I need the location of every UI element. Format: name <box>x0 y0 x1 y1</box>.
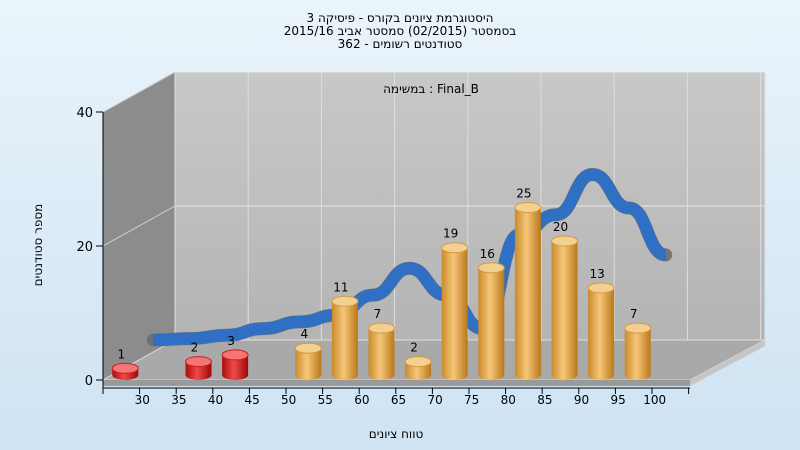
floor-edge <box>103 380 690 386</box>
data-label-95: 13 <box>589 267 604 281</box>
bar-45: 3 <box>221 334 249 380</box>
data-label-65: 7 <box>374 307 382 321</box>
x-axis-title: טווח ציונים <box>368 427 424 441</box>
axes: 0 20 40 30 35 40 45 50 55 60 65 70 75 80 85 90 95 100 <box>76 106 690 407</box>
chart-title-line-3: סטודנטים רשומים - 362 <box>337 37 463 51</box>
x-tick-label-45: 45 <box>244 393 259 407</box>
chart-title-line-1: היסטוגרמת ציונים בקורס - פיסיקה 3 <box>306 11 494 25</box>
bar-65: 7 <box>368 307 395 380</box>
bar-85: 25 <box>514 187 542 380</box>
y-axis-title: מספר סטודנטים <box>31 203 45 287</box>
y-tick-label-1: 20 <box>76 240 93 255</box>
data-label-40: 2 <box>191 341 199 355</box>
bar-55: 4 <box>294 327 322 380</box>
x-tick-label-35: 35 <box>171 393 186 407</box>
bar-top-60 <box>331 295 359 307</box>
x-tick-label-85: 85 <box>537 393 552 407</box>
y-tick-label-0: 0 <box>85 374 93 389</box>
data-label-45: 3 <box>227 334 235 348</box>
data-label-90: 20 <box>553 220 568 234</box>
bar-75: 19 <box>441 227 469 380</box>
bar-top-75 <box>441 242 469 254</box>
chart-title-line-2: בסמסטר (02/2015) סמסטר אביב 2015/16 <box>283 24 517 38</box>
bar-40: 2 <box>185 341 212 380</box>
bar-body-60 <box>331 301 358 380</box>
x-tick-label-80: 80 <box>501 393 516 407</box>
bar-top-70 <box>404 356 432 368</box>
bar-body-55 <box>295 348 322 380</box>
bar-top-40 <box>185 356 212 368</box>
bar-top-85 <box>514 202 542 213</box>
bar-top-80 <box>477 262 505 274</box>
bar-body-100 <box>624 328 651 380</box>
x-tick-label-90: 90 <box>574 393 589 407</box>
gridlines <box>102 71 765 340</box>
bar-top-55 <box>294 342 322 354</box>
bar-100: 7 <box>624 307 652 380</box>
data-label-75: 19 <box>443 227 458 241</box>
task-label: במשימה : Final_B <box>383 82 479 96</box>
distribution-curve <box>146 167 673 347</box>
bar-body-95 <box>588 287 615 380</box>
x-tick-label-65: 65 <box>391 393 406 407</box>
bar-top-30 <box>111 362 139 374</box>
bar-body-45 <box>222 354 249 380</box>
bar-top-90 <box>551 235 578 247</box>
bar-top-100 <box>624 322 652 334</box>
bar-top-65 <box>368 322 395 334</box>
right-edge <box>690 340 765 386</box>
bar-top-45 <box>221 349 249 361</box>
bar-body-75 <box>441 247 468 380</box>
bar-90: 20 <box>551 220 578 380</box>
data-label-30: 1 <box>117 347 125 361</box>
bar-body-85 <box>514 207 541 380</box>
bar-80: 16 <box>477 247 505 380</box>
data-label-80: 16 <box>480 247 495 261</box>
bar-top-95 <box>587 282 615 294</box>
bar-95: 13 <box>587 267 615 380</box>
data-label-70: 2 <box>410 341 418 355</box>
bar-body-80 <box>478 267 505 380</box>
x-tick-label-60: 60 <box>354 393 369 407</box>
x-tick-label-100: 100 <box>643 393 666 407</box>
bar-70: 2 <box>404 341 432 380</box>
x-tick-label-50: 50 <box>281 393 296 407</box>
x-tick-label-40: 40 <box>208 393 223 407</box>
gridline-left-2 <box>102 71 176 113</box>
bar-60: 11 <box>331 280 359 380</box>
bar-body-90 <box>551 241 578 380</box>
x-tick-label-55: 55 <box>318 393 333 407</box>
data-label-60: 11 <box>333 280 348 294</box>
y-tick-label-2: 40 <box>76 106 93 121</box>
bar-body-65 <box>368 328 395 380</box>
x-tick-label-30: 30 <box>135 393 150 407</box>
data-label-100: 7 <box>630 307 638 321</box>
x-tick-label-70: 70 <box>427 393 442 407</box>
data-label-85: 25 <box>516 187 531 201</box>
gridline-left-1 <box>102 205 176 247</box>
x-tick-label-95: 95 <box>610 393 625 407</box>
data-label-55: 4 <box>300 327 308 341</box>
curve-ribbon <box>153 168 668 346</box>
x-tick-label-75: 75 <box>464 393 479 407</box>
bars: 1 2 3 4 11 7 2 19 16 25 20 13 7 <box>111 187 652 380</box>
bar-30: 1 <box>111 347 139 380</box>
